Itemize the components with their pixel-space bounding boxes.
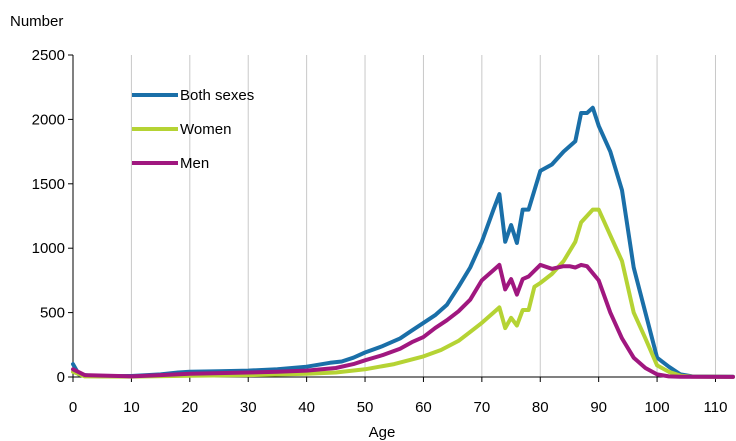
y-tick-label-2000: 2000 bbox=[32, 111, 65, 128]
y-tick-label-2500: 2500 bbox=[32, 47, 65, 64]
series-line-both-sexes bbox=[71, 105, 735, 379]
x-tick-label-10: 10 bbox=[123, 399, 140, 416]
x-tick-label-50: 50 bbox=[357, 399, 374, 416]
y-tick-label-1000: 1000 bbox=[32, 240, 65, 257]
x-tick-label-0: 0 bbox=[69, 399, 77, 416]
x-tick-label-20: 20 bbox=[181, 399, 198, 416]
x-tick-label-40: 40 bbox=[298, 399, 315, 416]
y-tick-label-500: 500 bbox=[40, 305, 65, 322]
axes bbox=[68, 54, 733, 382]
series-line-men bbox=[71, 262, 735, 379]
x-tick-label-70: 70 bbox=[474, 399, 491, 416]
y-tick-label-0: 0 bbox=[57, 369, 65, 386]
legend-label-both-sexes: Both sexes bbox=[180, 87, 254, 104]
legend: Both sexes Women Men bbox=[132, 87, 254, 172]
gridlines bbox=[130, 55, 716, 377]
legend-label-men: Men bbox=[180, 155, 209, 172]
series-line-women bbox=[71, 207, 735, 379]
legend-label-women: Women bbox=[180, 121, 231, 138]
x-tick-label-110: 110 bbox=[704, 399, 728, 416]
y-tick-label-1500: 1500 bbox=[32, 176, 65, 193]
x-tick-label-30: 30 bbox=[240, 399, 257, 416]
x-tick-label-80: 80 bbox=[532, 399, 549, 416]
x-tick-label-90: 90 bbox=[590, 399, 607, 416]
x-tick-label-100: 100 bbox=[645, 399, 670, 416]
x-tick-label-60: 60 bbox=[415, 399, 432, 416]
series-lines bbox=[71, 105, 735, 379]
y-axis-label: Number bbox=[10, 13, 63, 30]
tick-labels: 0 10 20 30 40 50 60 70 80 90 100 110 0 500 1000 1500 200… bbox=[32, 47, 728, 416]
x-axis-label: Age bbox=[369, 424, 396, 441]
